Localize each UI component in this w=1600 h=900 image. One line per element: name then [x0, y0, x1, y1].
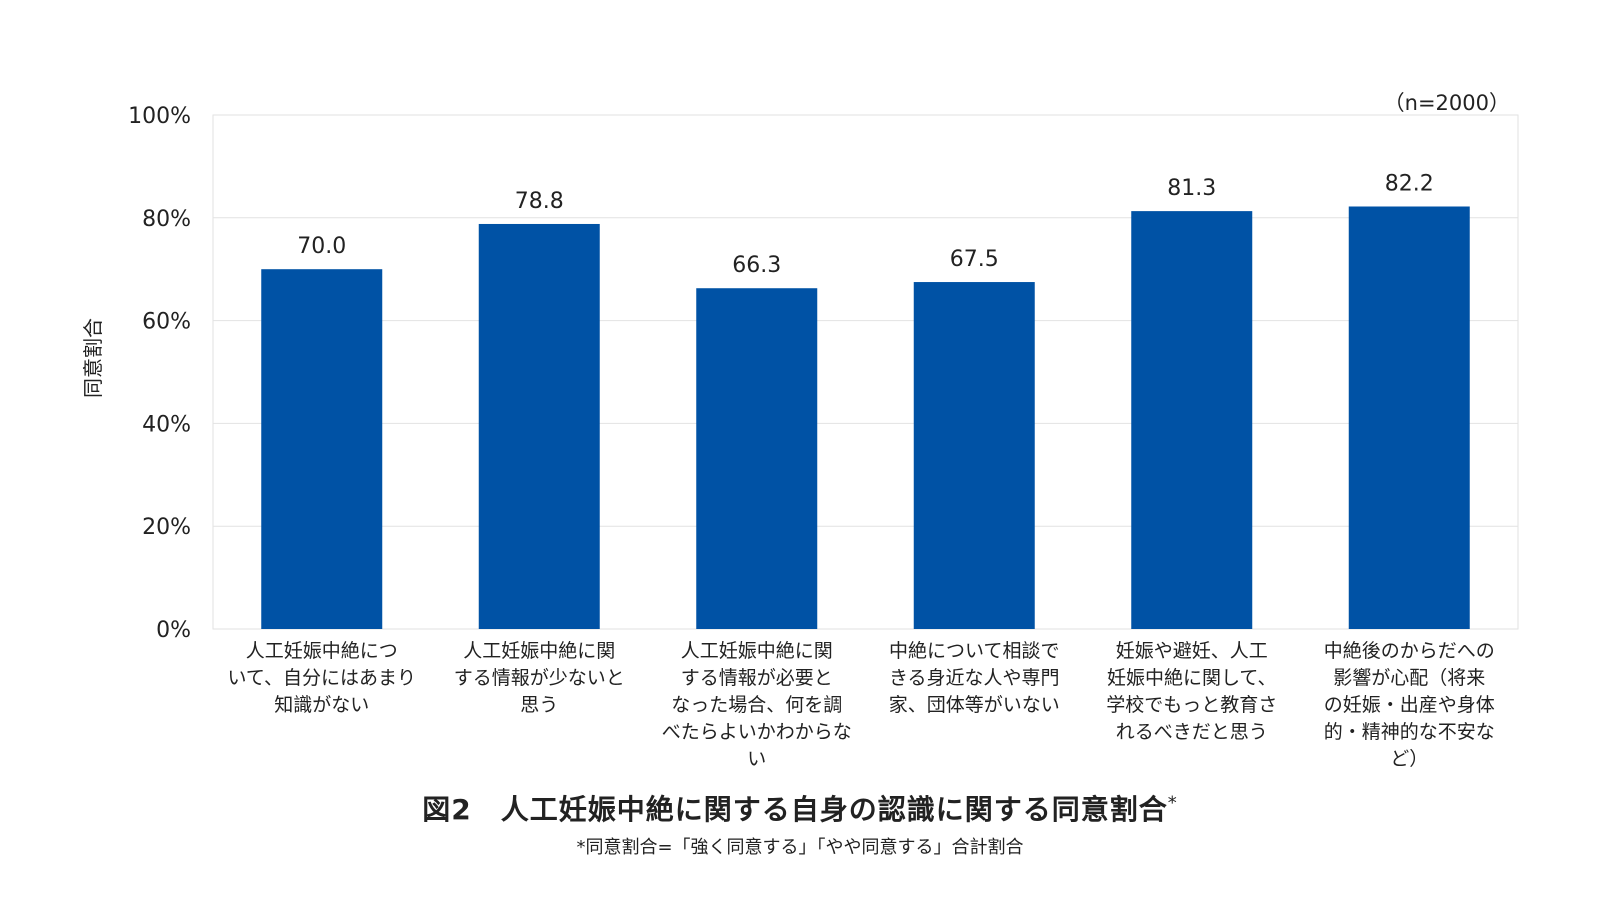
y-tick-label: 80% — [142, 207, 191, 232]
y-axis-label: 同意割合 — [81, 318, 105, 398]
x-tick-label-line: する情報が必要と — [680, 667, 833, 689]
bar — [913, 282, 1035, 629]
bars — [261, 206, 1470, 630]
x-tick-label: 中絶について相談で きる身近な人や専門 家、団体等がいない — [876, 638, 1072, 719]
y-tick-label: 0% — [156, 618, 191, 643]
x-tick-label-line: 的・精神的な不安な — [1323, 721, 1495, 743]
x-tick-label-line: 妊娠や避妊、人工 — [1115, 640, 1268, 662]
y-tick-label: 20% — [142, 515, 191, 540]
bar — [1348, 206, 1470, 629]
data-label: 81.3 — [1167, 176, 1216, 201]
chart-title-mark: * — [1167, 792, 1178, 814]
data-label: 67.5 — [950, 247, 999, 272]
x-tick-label-line: 人工妊娠中絶に関 — [680, 640, 833, 662]
x-tick-label-line: れるべきだと思う — [1115, 721, 1268, 743]
x-tick-label-line: 人工妊娠中絶に関 — [463, 640, 616, 662]
bar — [696, 288, 818, 629]
x-tick-label-line: 家、団体等がいない — [888, 694, 1060, 716]
x-tick-label-line: 知識がない — [274, 694, 370, 716]
x-tick-label-line: なった場合、何を調 — [671, 694, 843, 716]
bar — [261, 269, 383, 629]
x-tick-label-line: の妊娠・出産や身体 — [1323, 694, 1495, 716]
x-tick-label-line: 中絶について相談で — [889, 640, 1060, 662]
chart-title-text: 図2 人工妊娠中絶に関する自身の認識に関する同意割合 — [422, 793, 1168, 826]
x-tick-label-line: 人工妊娠中絶につ — [245, 640, 398, 662]
bar — [478, 223, 600, 629]
gridlines — [212, 114, 1519, 630]
x-tick-label-line: 妊娠中絶に関して、 — [1107, 667, 1277, 689]
x-tick-label-line: ど） — [1390, 748, 1429, 770]
x-tick-label: 人工妊娠中絶に関 する情報が必要と なった場合、何を調 べたらよいかわからない — [659, 638, 855, 773]
x-tick-label-line: きる身近な人や専門 — [888, 667, 1060, 689]
x-tick-label: 妊娠や避妊、人工 妊娠中絶に関して、 学校でもっと教育さ れるべきだと思う — [1094, 638, 1290, 746]
data-label: 66.3 — [732, 253, 781, 278]
chart-title: 図2 人工妊娠中絶に関する自身の認識に関する同意割合* — [0, 788, 1600, 828]
x-tick-label-line: 学校でもっと教育さ — [1106, 694, 1278, 716]
x-tick-label-line: 中絶後のからだへの — [1323, 640, 1495, 662]
x-tick-label: 人工妊娠中絶に関 する情報が少ないと 思う — [441, 638, 637, 719]
y-axis: 0% 20% 40% 60% 80% 100% — [128, 104, 191, 643]
data-label: 78.8 — [515, 189, 564, 214]
chart-footnote: *同意割合=「強く同意する」「やや同意する」合計割合 — [576, 837, 1024, 858]
sample-size-note: （n=2000） — [1384, 91, 1510, 115]
data-label: 82.2 — [1385, 171, 1434, 196]
y-tick-label: 40% — [142, 412, 191, 437]
y-tick-label: 100% — [128, 104, 191, 129]
value-labels: 70.0 78.8 66.3 67.5 81.3 82.2 — [297, 171, 1433, 278]
x-tick-label-line: 思う — [520, 694, 559, 716]
x-tick-label-line: いて、自分にはあまり — [227, 667, 416, 689]
x-tick-label-line: する情報が少ないと — [453, 667, 625, 689]
y-tick-label: 60% — [142, 310, 191, 335]
x-tick-label-line: べたらよいかわからな — [661, 721, 852, 743]
x-tick-label-line: 影響が心配（将来 — [1333, 667, 1486, 689]
plot-area — [212, 114, 1519, 630]
x-tick-label-line: い — [747, 748, 767, 770]
x-tick-label: 人工妊娠中絶につ いて、自分にはあまり 知識がない — [224, 638, 420, 719]
x-tick-label: 中絶後のからだへの 影響が心配（将来 の妊娠・出産や身体 的・精神的な不安な ど） — [1311, 638, 1507, 773]
data-label: 70.0 — [297, 234, 346, 259]
bar — [1131, 211, 1253, 630]
